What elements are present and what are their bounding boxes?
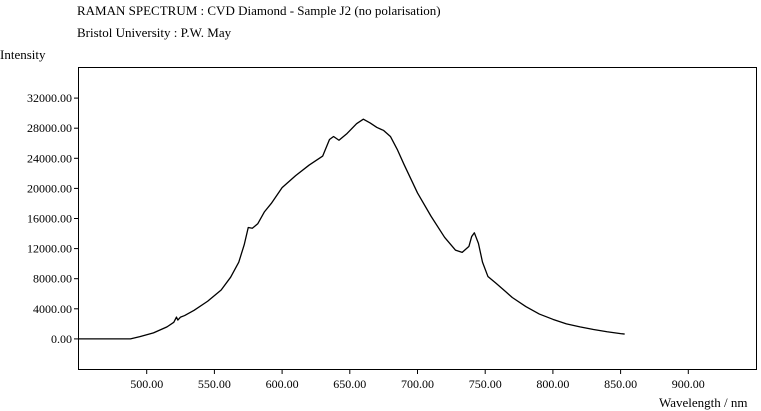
plot-frame bbox=[78, 67, 757, 370]
x-axis-ticks: 500.00 550.00 600.00 650.00 700.00 750.00 800.… bbox=[130, 369, 705, 391]
series-layer bbox=[79, 118, 625, 340]
y-tick-label: 20000.00 bbox=[27, 181, 72, 195]
x-axis-label: Wavelength / nm bbox=[659, 395, 748, 410]
x-tick-label: 800.00 bbox=[536, 377, 569, 391]
chart-subtitle: Bristol University : P.W. May bbox=[77, 25, 232, 40]
chart-title: RAMAN SPECTRUM : CVD Diamond - Sample J2… bbox=[77, 3, 441, 18]
y-tick-label: 12000.00 bbox=[27, 242, 72, 256]
x-tick-label: 900.00 bbox=[672, 377, 705, 391]
x-tick-label: 850.00 bbox=[604, 377, 637, 391]
x-tick-label: 700.00 bbox=[401, 377, 434, 391]
y-tick-label: 8000.00 bbox=[33, 272, 72, 286]
y-tick-label: 24000.00 bbox=[27, 151, 72, 165]
x-tick-label: 600.00 bbox=[266, 377, 299, 391]
y-tick-label: 0.00 bbox=[51, 332, 72, 346]
x-tick-label: 550.00 bbox=[198, 377, 231, 391]
y-axis-label: Intensity bbox=[0, 47, 46, 62]
y-tick-label: 28000.00 bbox=[27, 121, 72, 135]
spectrum-line bbox=[79, 118, 625, 340]
x-tick-label: 500.00 bbox=[130, 377, 163, 391]
y-tick-label: 16000.00 bbox=[27, 212, 72, 226]
x-tick-label: 650.00 bbox=[333, 377, 366, 391]
x-tick-label: 750.00 bbox=[469, 377, 502, 391]
y-tick-label: 32000.00 bbox=[27, 91, 72, 105]
y-tick-label: 4000.00 bbox=[33, 302, 72, 316]
y-axis-ticks: 0.00 4000.00 8000.00 12000.00 16000.00 20000.… bbox=[27, 91, 79, 346]
